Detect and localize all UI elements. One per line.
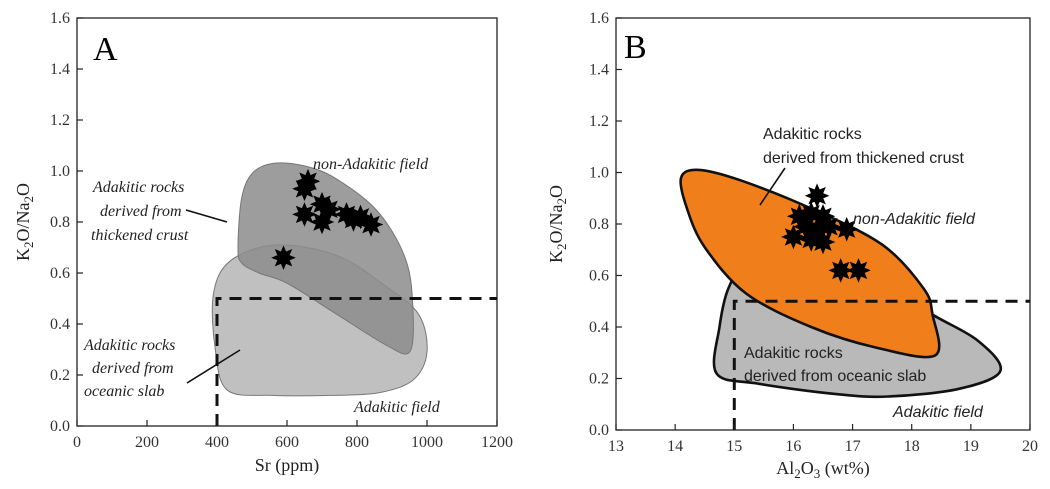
panel-a: A non-Adakitic field Adakitic field Adak… <box>13 10 513 476</box>
panel-a-field-thickened-crust <box>237 162 414 355</box>
panel-a-crust-label-3: thickened crust <box>91 227 189 244</box>
panel-b-y-tick-label: 1.6 <box>589 10 609 27</box>
panel-b-field-thickened-crust <box>679 168 941 359</box>
panel-b-y-axis-label: K2O/Na2O <box>546 185 569 263</box>
panel-b-label: B <box>624 29 647 66</box>
panel-a-y-tick-label: 0.6 <box>50 265 70 282</box>
panel-a-dashed-boundary <box>215 297 497 426</box>
panel-b-non-adakitic-label: non-Adakitic field <box>853 211 976 228</box>
panel-a-y-tick-label: 1.4 <box>50 61 70 78</box>
panel-a-label: A <box>93 31 118 68</box>
panel-b-x-axis-label: Al2O3 (wt%) <box>776 458 869 481</box>
panel-a-y-tick-label: 0.4 <box>50 316 70 333</box>
panel-a-slab-label-3: oceanic slab <box>84 383 164 400</box>
panel-a-y-tick-label: 0.0 <box>50 418 70 435</box>
panel-a-slab-label-1: Adakitic rocks <box>83 337 175 354</box>
panel-a-y-tick-label: 0.8 <box>50 214 70 231</box>
panel-b-data-point <box>810 229 836 255</box>
panel-b-x-tick-label: 15 <box>726 438 742 455</box>
panel-b-y-tick-label: 0.6 <box>589 268 609 285</box>
panel-b-y-tick-label: 0.0 <box>589 422 609 439</box>
panel-a-y-tick-label: 1.6 <box>50 10 70 27</box>
panel-b-axes: 13 14 15 16 17 18 19 20 0.0 0.2 0.4 0.6 0.8 1.0 1.2 1.4… <box>589 10 1038 455</box>
panel-a-axes: 0 200 400 600 800 1000 1200 0.0 0.2 0.4 0.6 0.8 1.0 1… <box>50 10 513 451</box>
panel-b: B Adakitic rocks derived from thickened … <box>546 10 1038 481</box>
panel-a-data-point <box>358 212 384 237</box>
panel-b-x-tick-label: 13 <box>608 438 624 455</box>
panel-a-x-axis-label: Sr (ppm) <box>255 455 320 476</box>
panel-b-crust-label-1: Adakitic rocks <box>763 126 862 143</box>
panel-b-data-point <box>781 224 806 250</box>
panel-b-x-tick-label: 16 <box>785 438 801 455</box>
panel-a-fields <box>211 162 428 397</box>
panel-a-slab-label-2: derived from <box>92 360 174 377</box>
panel-b-y-tick-label: 0.4 <box>589 319 609 336</box>
panel-a-y-tick-label: 1.2 <box>50 112 70 129</box>
panel-b-slab-label-2: derived from oceanic slab <box>744 368 926 385</box>
panel-b-slab-label-1: Adakitic rocks <box>744 345 843 362</box>
panel-a-crust-leader <box>185 209 228 223</box>
panel-a-x-tick-label: 200 <box>135 434 159 451</box>
panel-b-data-point <box>804 183 830 208</box>
panel-b-dashed-boundary <box>732 299 1030 430</box>
panel-a-crust-label-2: derived from <box>100 203 182 220</box>
panel-b-x-tick-label: 14 <box>667 438 683 455</box>
panel-b-crust-leader <box>759 167 786 206</box>
panel-a-x-tick-label: 0 <box>73 434 81 451</box>
panel-b-data-point <box>846 258 871 283</box>
panel-b-x-tick-label: 18 <box>904 438 920 455</box>
panel-b-crust-label-2: derived from thickened crust <box>763 150 965 167</box>
panel-a-x-tick-label: 800 <box>345 434 369 451</box>
panel-b-y-tick-label: 1.4 <box>589 62 609 79</box>
panel-a-y-axis-label: K2O/Na2O <box>13 183 36 261</box>
panel-a-non-adakitic-label: non-Adakitic field <box>313 156 429 173</box>
panel-a-data-point <box>309 209 335 235</box>
panel-a-points <box>271 168 384 270</box>
panel-b-x-tick-label: 19 <box>963 438 979 455</box>
panel-b-y-tick-label: 0.8 <box>589 216 609 233</box>
panel-a-adakitic-field-label: Adakitic field <box>353 399 441 416</box>
panel-a-x-tick-label: 1200 <box>481 434 513 451</box>
panel-a-slab-leader <box>186 349 241 384</box>
panel-b-data-point <box>834 216 860 242</box>
panel-a-x-tick-label: 1000 <box>411 434 443 451</box>
panel-b-adakitic-field-label: Adakitic field <box>892 404 984 421</box>
panel-b-x-tick-label: 17 <box>845 438 861 455</box>
panel-a-data-point <box>295 168 321 194</box>
panel-b-y-tick-label: 1.0 <box>589 165 609 182</box>
panel-b-y-tick-label: 0.2 <box>589 371 609 388</box>
panel-a-x-tick-label: 600 <box>275 434 299 451</box>
panel-a-data-point <box>271 245 296 270</box>
panel-a-crust-label-1: Adakitic rocks <box>92 179 184 196</box>
panel-b-points <box>781 183 871 283</box>
panel-a-y-tick-label: 0.2 <box>50 367 70 384</box>
panel-b-y-tick-label: 1.2 <box>589 113 609 130</box>
panel-b-x-tick-label: 20 <box>1022 438 1038 455</box>
panel-b-fields <box>679 168 1003 399</box>
panel-a-x-tick-label: 400 <box>205 434 229 451</box>
panel-a-y-tick-label: 1.0 <box>50 163 70 180</box>
panel-b-data-point <box>828 258 854 283</box>
panel-a-data-point <box>292 202 317 227</box>
